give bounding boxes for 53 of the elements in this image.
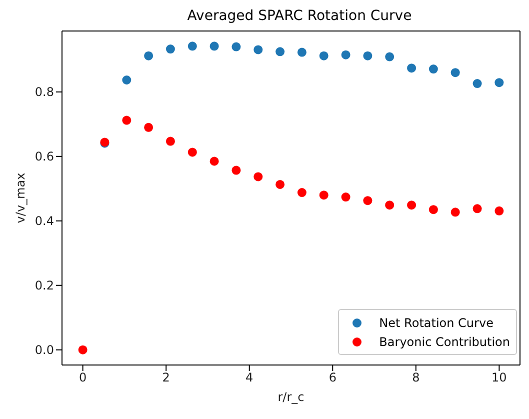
point (363, 51, 372, 60)
point (450, 208, 460, 217)
point (166, 44, 175, 54)
x-tick-label: 6 (328, 370, 336, 385)
point (450, 68, 460, 78)
point (144, 51, 154, 60)
point (188, 42, 197, 51)
point (188, 148, 197, 157)
point (363, 196, 372, 206)
point (472, 204, 482, 214)
point (210, 156, 219, 166)
x-tick-label: 0 (79, 370, 87, 385)
x-tick-label: 8 (412, 370, 420, 385)
point (319, 51, 328, 60)
point (428, 205, 438, 214)
point (494, 78, 504, 88)
point (232, 42, 241, 52)
y-tick-label: 0.0 (34, 343, 54, 358)
x-tick-label: 10 (492, 370, 507, 385)
chart-title: Averaged SPARC Rotation Curve (186, 8, 413, 24)
point (78, 345, 88, 354)
y-tick-label: 0.4 (34, 214, 54, 228)
point (341, 192, 350, 202)
point (297, 48, 306, 57)
point (494, 206, 504, 216)
point (297, 188, 306, 198)
point (210, 42, 219, 51)
point (472, 79, 482, 88)
point (276, 47, 285, 56)
point (232, 166, 241, 175)
point (319, 190, 328, 200)
x-tick-label: 2 (162, 370, 170, 385)
point (122, 116, 132, 125)
y-tick-label: 0.2 (34, 278, 54, 293)
point (428, 64, 438, 74)
point (341, 50, 350, 60)
point (407, 64, 416, 73)
point (407, 200, 416, 210)
legend-label: Net Rotation Curve (379, 316, 494, 330)
legend-label: Baryonic Contribution (379, 334, 510, 348)
point (122, 76, 132, 85)
point (254, 172, 263, 182)
point (144, 122, 154, 132)
point (385, 52, 394, 62)
point (166, 136, 175, 146)
y-tick-label: 0.6 (34, 150, 54, 164)
point (254, 45, 263, 54)
x-tick-label: 4 (246, 370, 254, 385)
point (385, 200, 394, 210)
x-axis-title: r/r_c (278, 390, 304, 404)
y-axis-title: v/v_max (13, 172, 28, 224)
point (276, 180, 285, 189)
y-tick-label: 0.8 (34, 85, 54, 100)
